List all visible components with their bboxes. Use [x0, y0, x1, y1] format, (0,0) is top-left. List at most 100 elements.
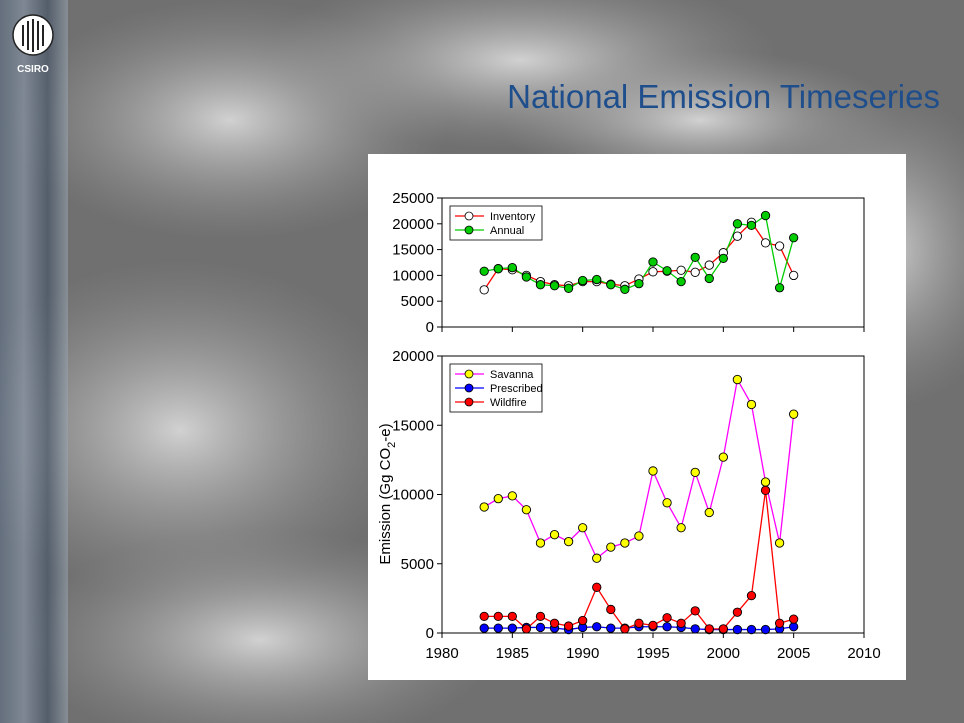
data-point-wildfire: [634, 618, 644, 628]
legend-label-wildfire: Wildfire: [490, 397, 527, 409]
data-point-savanna: [690, 467, 700, 477]
data-point-savanna: [634, 531, 644, 541]
data-point-annual: [606, 280, 616, 290]
data-point-annual: [507, 263, 517, 273]
data-point-savanna: [521, 505, 532, 515]
legend-label-inventory: Inventory: [490, 211, 536, 223]
x-tick-label: 2000: [707, 645, 740, 662]
legend-marker: [464, 369, 474, 379]
data-point-annual: [648, 257, 658, 267]
data-point-annual: [746, 220, 757, 230]
x-tick-label: 1990: [566, 645, 599, 662]
data-point-annual: [479, 266, 489, 276]
data-point-prescribed: [479, 623, 489, 633]
x-tick-label: 1985: [496, 645, 529, 662]
data-point-savanna: [535, 538, 546, 548]
data-point-wildfire: [507, 611, 517, 622]
data-point-prescribed: [535, 622, 546, 633]
data-point-inventory: [760, 238, 771, 248]
data-point-prescribed: [789, 622, 799, 632]
data-point-inventory: [774, 241, 785, 251]
legend-marker: [464, 225, 474, 235]
data-point-wildfire: [521, 624, 532, 634]
y-tick-label: 25000: [392, 190, 434, 207]
data-point-savanna: [662, 498, 672, 508]
data-point-annual: [535, 280, 546, 290]
data-point-prescribed: [662, 622, 672, 632]
data-point-wildfire: [592, 582, 602, 592]
data-point-wildfire: [732, 607, 743, 617]
bottom-plot: 0 5000 10000 15000 20000 1980 1985 1990 1995 2000…: [377, 348, 881, 662]
slide-title: National Emission Timeseries: [507, 78, 940, 115]
data-point-wildfire: [746, 590, 757, 601]
data-point-savanna: [704, 507, 714, 518]
data-point-wildfire: [535, 611, 546, 622]
data-point-wildfire: [549, 618, 560, 628]
data-point-savanna: [774, 538, 785, 548]
y-tick-label: 15000: [392, 417, 434, 434]
data-point-prescribed: [746, 624, 757, 635]
data-point-savanna: [760, 477, 771, 487]
legend-label-prescribed: Prescribed: [490, 383, 543, 395]
legend-box: [449, 205, 543, 241]
data-point-annual: [760, 210, 771, 221]
data-point-annual: [634, 279, 644, 289]
data-point-annual: [732, 219, 743, 229]
y-tick-label: 5000: [401, 293, 434, 310]
x-tick-label: 2005: [777, 645, 810, 662]
emission-chart: 0500010000150002000025000InventoryAnnual…: [377, 190, 881, 662]
data-point-wildfire: [690, 606, 700, 616]
data-point-annual: [789, 233, 799, 243]
data-point-annual: [704, 273, 714, 284]
x-tick-label: 1980: [425, 645, 458, 662]
data-point-wildfire: [789, 614, 799, 624]
data-point-annual: [662, 266, 672, 276]
data-point-annual: [549, 281, 560, 291]
data-point-savanna: [563, 536, 574, 547]
y-tick-label: 20000: [392, 216, 434, 233]
data-point-annual: [676, 276, 686, 287]
data-point-prescribed: [760, 624, 771, 635]
y-tick-label: 0: [426, 625, 434, 642]
data-point-savanna: [606, 542, 616, 552]
data-point-wildfire: [606, 604, 616, 615]
x-tick-label: 2010: [847, 645, 880, 662]
data-point-savanna: [732, 374, 743, 385]
data-point-annual: [578, 275, 588, 286]
data-point-wildfire: [662, 613, 672, 623]
legend-marker: [464, 383, 474, 393]
data-point-inventory: [648, 267, 658, 277]
data-point-savanna: [578, 523, 588, 533]
data-point-savanna: [789, 409, 799, 419]
data-point-annual: [620, 284, 630, 294]
y-tick-label: 0: [426, 319, 434, 336]
data-point-savanna: [507, 491, 517, 501]
data-point-inventory: [479, 285, 489, 295]
legend-label-annual: Annual: [490, 225, 524, 237]
data-point-wildfire: [493, 611, 503, 622]
chart-panel: 0 5000 10000 15000 20000 25000 Inventory Annual…: [368, 154, 906, 680]
data-point-wildfire: [704, 624, 714, 634]
data-point-wildfire: [563, 621, 574, 631]
data-point-prescribed: [507, 623, 517, 633]
data-point-savanna: [746, 399, 757, 410]
x-tick-label: 1995: [636, 645, 669, 662]
data-point-wildfire: [620, 624, 630, 634]
data-point-savanna: [493, 494, 503, 504]
y-axis-label: Emission (Gg CO2-e): [377, 423, 398, 564]
data-point-annual: [493, 264, 503, 274]
data-point-wildfire: [648, 620, 658, 631]
csiro-logo-text: CSIRO: [17, 64, 49, 75]
data-point-savanna: [620, 538, 630, 548]
top-plot: 0 5000 10000 15000 20000 25000 Inventory Annual: [392, 190, 865, 336]
data-point-annual: [592, 274, 602, 285]
data-point-wildfire: [760, 485, 771, 495]
csiro-logo: CSIRO: [12, 14, 54, 75]
y-tick-label: 15000: [392, 242, 434, 259]
data-point-annual: [563, 283, 574, 293]
data-point-inventory: [676, 265, 686, 275]
data-point-prescribed: [592, 622, 602, 632]
y-tick-label: 10000: [392, 487, 434, 504]
data-point-savanna: [676, 523, 686, 533]
data-point-prescribed: [690, 624, 700, 634]
